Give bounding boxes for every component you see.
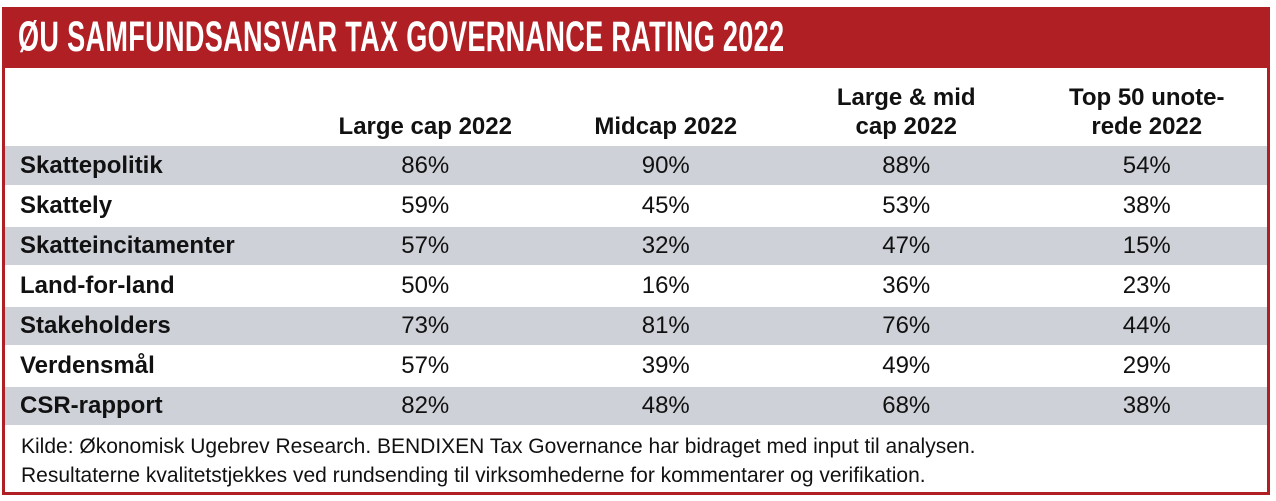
value-cell: 48% <box>545 386 786 427</box>
value-cell: 88% <box>786 146 1027 187</box>
value-cell: 73% <box>305 306 546 347</box>
value-cell: 81% <box>545 306 786 347</box>
value-cell: 16% <box>545 266 786 307</box>
column-header: Large & mid cap 2022 <box>836 84 976 140</box>
value-cell: 32% <box>545 226 786 267</box>
value-cell: 59% <box>305 186 546 227</box>
table-row: Verdensmål 57% 39% 49% 29% <box>5 346 1267 387</box>
title-bar: ØU SAMFUNDSANSVAR TAX GOVERNANCE RATING … <box>2 7 1270 68</box>
table-panel: Large cap 2022 Midcap 2022 Large & mid cap … <box>2 68 1270 495</box>
table-row: CSR-rapport 82% 48% 68% 38% <box>5 386 1267 427</box>
row-label: Verdensmål <box>5 346 305 387</box>
value-cell: 68% <box>786 386 1027 427</box>
value-cell: 47% <box>786 226 1027 267</box>
value-cell: 90% <box>545 146 786 187</box>
source-note-line2: Resultaterne kvalitetstjekkes ved rundse… <box>21 464 926 487</box>
column-header: Midcap 2022 <box>594 113 738 140</box>
table-row: Skattepolitik 86% 90% 88% 54% <box>5 146 1267 187</box>
table-row: Land-for-land 50% 16% 36% 23% <box>5 266 1267 307</box>
value-cell: 49% <box>786 346 1027 387</box>
value-cell: 45% <box>545 186 786 227</box>
table-row: Skatteincitamenter 57% 32% 47% 15% <box>5 226 1267 267</box>
row-label: Skattely <box>5 186 305 227</box>
value-cell: 38% <box>1026 186 1267 227</box>
value-cell: 29% <box>1026 346 1267 387</box>
value-cell: 53% <box>786 186 1027 227</box>
row-label: CSR-rapport <box>5 386 305 427</box>
row-label: Stakeholders <box>5 306 305 347</box>
source-note: Kilde: Økonomisk Ugebrev Research. BENDI… <box>5 427 1267 490</box>
table-row: Skattely 59% 45% 53% 38% <box>5 186 1267 227</box>
table-row: Stakeholders 73% 81% 76% 44% <box>5 306 1267 347</box>
value-cell: 38% <box>1026 386 1267 427</box>
value-cell: 82% <box>305 386 546 427</box>
column-header: Top 50 unote-rede 2022 <box>1068 84 1225 140</box>
value-cell: 36% <box>786 266 1027 307</box>
value-cell: 54% <box>1026 146 1267 187</box>
value-cell: 39% <box>545 346 786 387</box>
row-label: Land-for-land <box>5 266 305 307</box>
source-note-line1: Kilde: Økonomisk Ugebrev Research. BENDI… <box>21 435 976 458</box>
value-cell: 57% <box>305 226 546 267</box>
value-cell: 44% <box>1026 306 1267 347</box>
column-header: Large cap 2022 <box>338 113 512 140</box>
value-cell: 23% <box>1026 266 1267 307</box>
value-cell: 15% <box>1026 226 1267 267</box>
value-cell: 50% <box>305 266 546 307</box>
value-cell: 57% <box>305 346 546 387</box>
value-cell: 86% <box>305 146 546 187</box>
rating-table: Large cap 2022 Midcap 2022 Large & mid cap … <box>5 68 1267 427</box>
table-header-row: Large cap 2022 Midcap 2022 Large & mid cap … <box>5 68 1267 146</box>
value-cell: 76% <box>786 306 1027 347</box>
table-body: Skattepolitik 86% 90% 88% 54% Skattely 59% 45% 5… <box>5 146 1267 427</box>
row-label-column-header <box>5 68 305 146</box>
row-label: Skatteincitamenter <box>5 226 305 267</box>
row-label: Skattepolitik <box>5 146 305 187</box>
figure-title: ØU SAMFUNDSANSVAR TAX GOVERNANCE RATING … <box>18 13 785 61</box>
tax-governance-rating-figure: ØU SAMFUNDSANSVAR TAX GOVERNANCE RATING … <box>2 7 1270 495</box>
